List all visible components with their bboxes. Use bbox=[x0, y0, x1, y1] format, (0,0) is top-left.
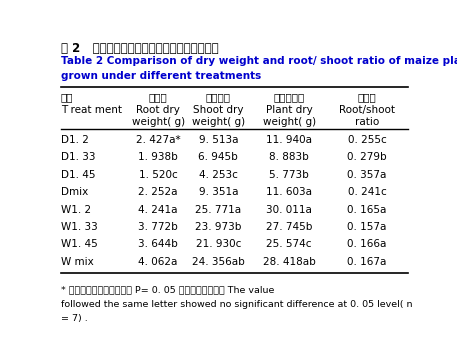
Text: 处理: 处理 bbox=[61, 93, 73, 103]
Text: 2. 427a*: 2. 427a* bbox=[136, 135, 181, 145]
Text: Table 2 Comparison of dry weight and root/ shoot ratio of maize plants: Table 2 Comparison of dry weight and roo… bbox=[61, 56, 457, 66]
Text: 根干重: 根干重 bbox=[149, 93, 167, 103]
Text: grown under different treatments: grown under different treatments bbox=[61, 71, 261, 81]
Text: 表 2   不同处理玉米植株干物质重和根冠比分析: 表 2 不同处理玉米植株干物质重和根冠比分析 bbox=[61, 42, 218, 55]
Text: Shoot dry: Shoot dry bbox=[193, 104, 244, 115]
Text: 25. 771a: 25. 771a bbox=[195, 204, 241, 215]
Text: 11. 940a: 11. 940a bbox=[266, 135, 312, 145]
Text: weight( g): weight( g) bbox=[192, 117, 245, 126]
Text: W1. 33: W1. 33 bbox=[61, 222, 97, 232]
Text: Dmix: Dmix bbox=[61, 187, 88, 197]
Text: 0. 167a: 0. 167a bbox=[347, 257, 387, 267]
Text: 地上干重: 地上干重 bbox=[206, 93, 231, 103]
Text: 30. 011a: 30. 011a bbox=[266, 204, 312, 215]
Text: 根冠比: 根冠比 bbox=[358, 93, 377, 103]
Text: followed the same letter showed no significant difference at 0. 05 level( n: followed the same letter showed no signi… bbox=[61, 300, 412, 309]
Text: weight( g): weight( g) bbox=[132, 117, 185, 126]
Text: 4. 241a: 4. 241a bbox=[138, 204, 178, 215]
Text: 植株总干重: 植株总干重 bbox=[273, 93, 305, 103]
Text: 9. 351a: 9. 351a bbox=[198, 187, 238, 197]
Text: 0. 241c: 0. 241c bbox=[348, 187, 387, 197]
Text: 1. 520c: 1. 520c bbox=[138, 170, 177, 180]
Text: 21. 930c: 21. 930c bbox=[196, 239, 241, 249]
Text: 28. 418ab: 28. 418ab bbox=[263, 257, 315, 267]
Text: W mix: W mix bbox=[61, 257, 93, 267]
Text: 0. 165a: 0. 165a bbox=[347, 204, 387, 215]
Text: 9. 513a: 9. 513a bbox=[198, 135, 238, 145]
Text: D1. 45: D1. 45 bbox=[61, 170, 95, 180]
Text: 3. 644b: 3. 644b bbox=[138, 239, 178, 249]
Text: = 7) .: = 7) . bbox=[61, 314, 87, 323]
Text: 4. 062a: 4. 062a bbox=[138, 257, 178, 267]
Text: W1. 2: W1. 2 bbox=[61, 204, 91, 215]
Text: * 相同字母的平均数表示在 P= 0. 05 水平上无显著差异 The value: * 相同字母的平均数表示在 P= 0. 05 水平上无显著差异 The valu… bbox=[61, 286, 274, 294]
Text: D1. 2: D1. 2 bbox=[61, 135, 89, 145]
Text: D1. 33: D1. 33 bbox=[61, 152, 95, 162]
Text: 0. 166a: 0. 166a bbox=[347, 239, 387, 249]
Text: 8. 883b: 8. 883b bbox=[269, 152, 309, 162]
Text: weight( g): weight( g) bbox=[263, 117, 316, 126]
Text: T reat ment: T reat ment bbox=[61, 104, 122, 115]
Text: 11. 603a: 11. 603a bbox=[266, 187, 312, 197]
Text: 25. 574c: 25. 574c bbox=[266, 239, 312, 249]
Text: 0. 279b: 0. 279b bbox=[347, 152, 387, 162]
Text: 0. 157a: 0. 157a bbox=[347, 222, 387, 232]
Text: Root dry: Root dry bbox=[136, 104, 180, 115]
Text: 5. 773b: 5. 773b bbox=[269, 170, 309, 180]
Text: 6. 945b: 6. 945b bbox=[198, 152, 238, 162]
Text: Root/shoot: Root/shoot bbox=[339, 104, 395, 115]
Text: 0. 357a: 0. 357a bbox=[347, 170, 387, 180]
Text: 23. 973b: 23. 973b bbox=[195, 222, 241, 232]
Text: 3. 772b: 3. 772b bbox=[138, 222, 178, 232]
Text: 1. 938b: 1. 938b bbox=[138, 152, 178, 162]
Text: 2. 252a: 2. 252a bbox=[138, 187, 178, 197]
Text: ratio: ratio bbox=[355, 117, 379, 126]
Text: 4. 253c: 4. 253c bbox=[199, 170, 238, 180]
Text: 0. 255c: 0. 255c bbox=[348, 135, 387, 145]
Text: W1. 45: W1. 45 bbox=[61, 239, 97, 249]
Text: 24. 356ab: 24. 356ab bbox=[192, 257, 244, 267]
Text: 27. 745b: 27. 745b bbox=[266, 222, 312, 232]
Text: Plant dry: Plant dry bbox=[266, 104, 313, 115]
